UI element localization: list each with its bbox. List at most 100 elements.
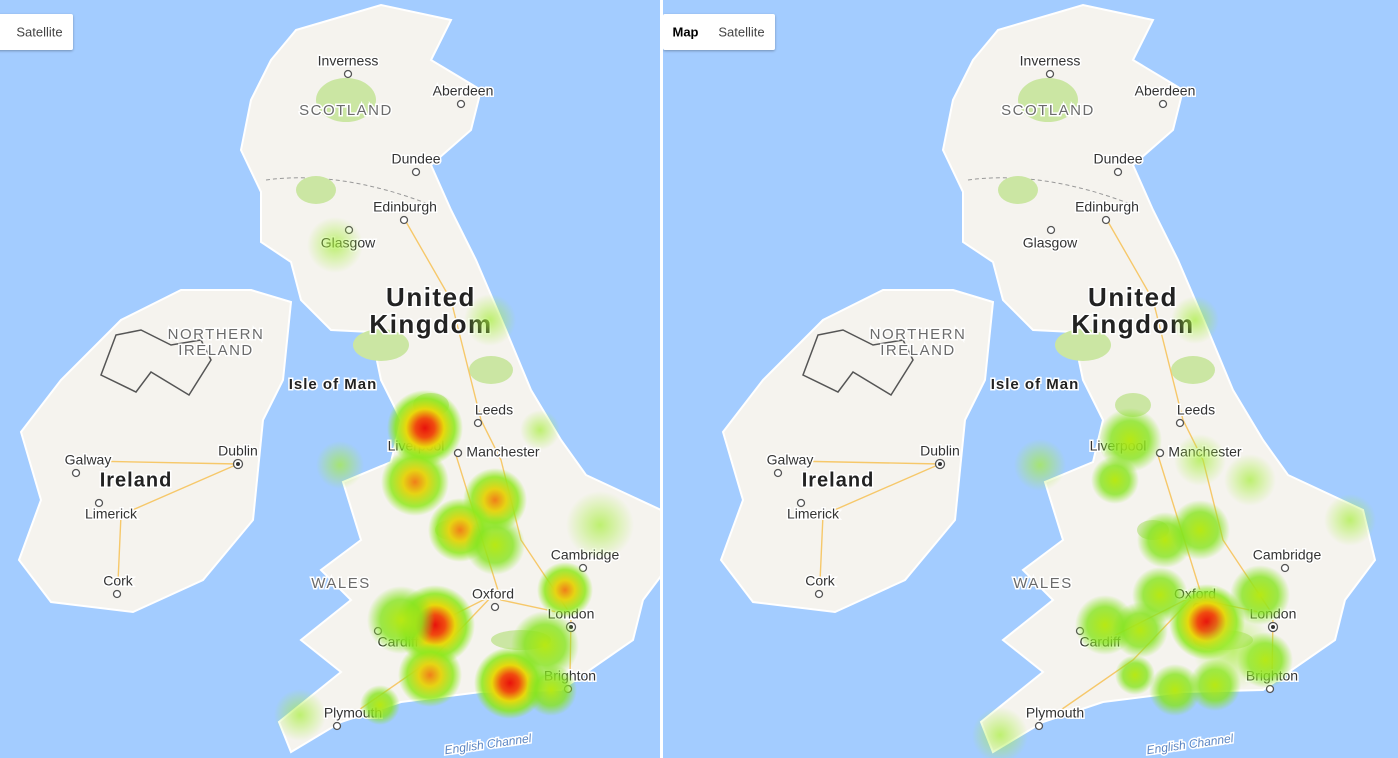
heat-spot bbox=[537, 562, 593, 618]
park bbox=[316, 78, 376, 122]
place-label: Plymouth bbox=[1026, 705, 1084, 721]
place-label: Isle of Man bbox=[991, 376, 1080, 393]
place-label: Galway bbox=[767, 452, 814, 468]
heat-spot bbox=[511, 611, 579, 679]
map-type-control bbox=[0, 14, 73, 50]
place-label: NORTHERN bbox=[870, 326, 967, 343]
heat-spot bbox=[464, 294, 516, 346]
place-label: Limerick bbox=[85, 506, 138, 522]
place-label: IRELAND bbox=[178, 342, 254, 359]
heat-spot bbox=[1098, 408, 1162, 472]
place-label: Dublin bbox=[218, 443, 258, 459]
city-marker bbox=[1101, 215, 1111, 225]
place-label: Aberdeen bbox=[433, 83, 494, 99]
heat-spot bbox=[387, 390, 463, 466]
city-marker bbox=[411, 167, 421, 177]
city-marker bbox=[1280, 563, 1290, 573]
place-label: United bbox=[386, 282, 476, 312]
place-label: Leeds bbox=[475, 402, 513, 418]
place-label: Inverness bbox=[318, 53, 379, 69]
place-label: SCOTLAND bbox=[299, 102, 393, 119]
land bbox=[17, 289, 293, 614]
heat-spot bbox=[1149, 664, 1201, 716]
park bbox=[1018, 78, 1078, 122]
city-marker bbox=[456, 99, 466, 109]
place-label: Edinburgh bbox=[1075, 199, 1139, 215]
city-marker bbox=[399, 215, 409, 225]
border bbox=[802, 329, 914, 397]
heat-spot bbox=[316, 441, 364, 489]
heat-spot bbox=[1170, 500, 1230, 560]
heat-spot bbox=[1193, 610, 1273, 690]
place-label: Glasgow bbox=[1023, 235, 1078, 251]
heat-spot bbox=[1230, 565, 1290, 625]
place-label: IRELAND bbox=[880, 342, 956, 359]
heat-spot bbox=[367, 586, 435, 654]
city-marker bbox=[773, 468, 783, 478]
road bbox=[87, 460, 239, 583]
place-label: Inverness bbox=[1020, 53, 1081, 69]
place-label: Dundee bbox=[391, 151, 440, 167]
place-label: Isle of Man bbox=[289, 376, 378, 393]
heat-spot bbox=[274, 689, 326, 741]
heat-spot bbox=[566, 491, 634, 559]
city-marker bbox=[71, 468, 81, 478]
city-marker bbox=[94, 498, 104, 508]
place-label: Aberdeen bbox=[1135, 83, 1196, 99]
place-label: Oxford bbox=[472, 586, 514, 602]
city-marker bbox=[1046, 225, 1056, 235]
city-marker bbox=[1045, 69, 1055, 79]
city-marker bbox=[1113, 167, 1123, 177]
place-label: WALES bbox=[1013, 575, 1072, 592]
heat-spot bbox=[972, 707, 1028, 758]
map-type-control bbox=[663, 14, 775, 50]
capital-marker-dot bbox=[236, 462, 240, 466]
heat-spot bbox=[1174, 434, 1226, 486]
border bbox=[100, 329, 212, 397]
place-label: Edinburgh bbox=[373, 199, 437, 215]
map-type-button[interactable]: Map bbox=[673, 24, 699, 39]
heat-spot bbox=[1324, 494, 1376, 546]
place-label: United bbox=[1088, 282, 1178, 312]
place-label: NORTHERN bbox=[168, 326, 265, 343]
heat-spot bbox=[1014, 439, 1066, 491]
city-marker bbox=[112, 589, 122, 599]
place-label: Cork bbox=[805, 573, 836, 589]
park bbox=[469, 356, 513, 384]
park bbox=[998, 176, 1038, 204]
border bbox=[265, 177, 432, 206]
place-label: Dundee bbox=[1093, 151, 1142, 167]
map-panel-right: Inverness Aberdeen SCOTLAND Dundee Edinburgh… bbox=[663, 0, 1398, 758]
city-marker bbox=[814, 589, 824, 599]
heat-spot bbox=[1224, 454, 1276, 506]
heat-spot bbox=[1115, 655, 1155, 695]
capital-marker-dot bbox=[938, 462, 942, 466]
park bbox=[353, 329, 409, 361]
heat-spot bbox=[1112, 602, 1168, 658]
place-label: Ireland bbox=[802, 469, 875, 491]
map-type-button[interactable]: Satellite bbox=[718, 24, 764, 39]
city-marker bbox=[453, 448, 463, 458]
heat-spot bbox=[307, 217, 363, 273]
map-type-button[interactable]: Satellite bbox=[16, 24, 62, 39]
city-marker bbox=[796, 498, 806, 508]
city-marker bbox=[490, 602, 500, 612]
park bbox=[296, 176, 336, 204]
city-marker bbox=[343, 69, 353, 79]
place-label: WALES bbox=[311, 575, 370, 592]
city-marker bbox=[1034, 721, 1044, 731]
heat-spot bbox=[1171, 296, 1219, 344]
heat-spot bbox=[398, 643, 462, 707]
place-label: Manchester bbox=[466, 444, 539, 460]
heat-spot bbox=[1091, 456, 1139, 504]
heat-spot bbox=[381, 448, 449, 516]
park bbox=[1055, 329, 1111, 361]
city-marker bbox=[473, 418, 483, 428]
place-label: Leeds bbox=[1177, 402, 1215, 418]
city-marker bbox=[1158, 99, 1168, 109]
place-label: Limerick bbox=[787, 506, 840, 522]
land bbox=[719, 289, 995, 614]
heat-spot bbox=[360, 685, 400, 725]
park bbox=[1171, 356, 1215, 384]
